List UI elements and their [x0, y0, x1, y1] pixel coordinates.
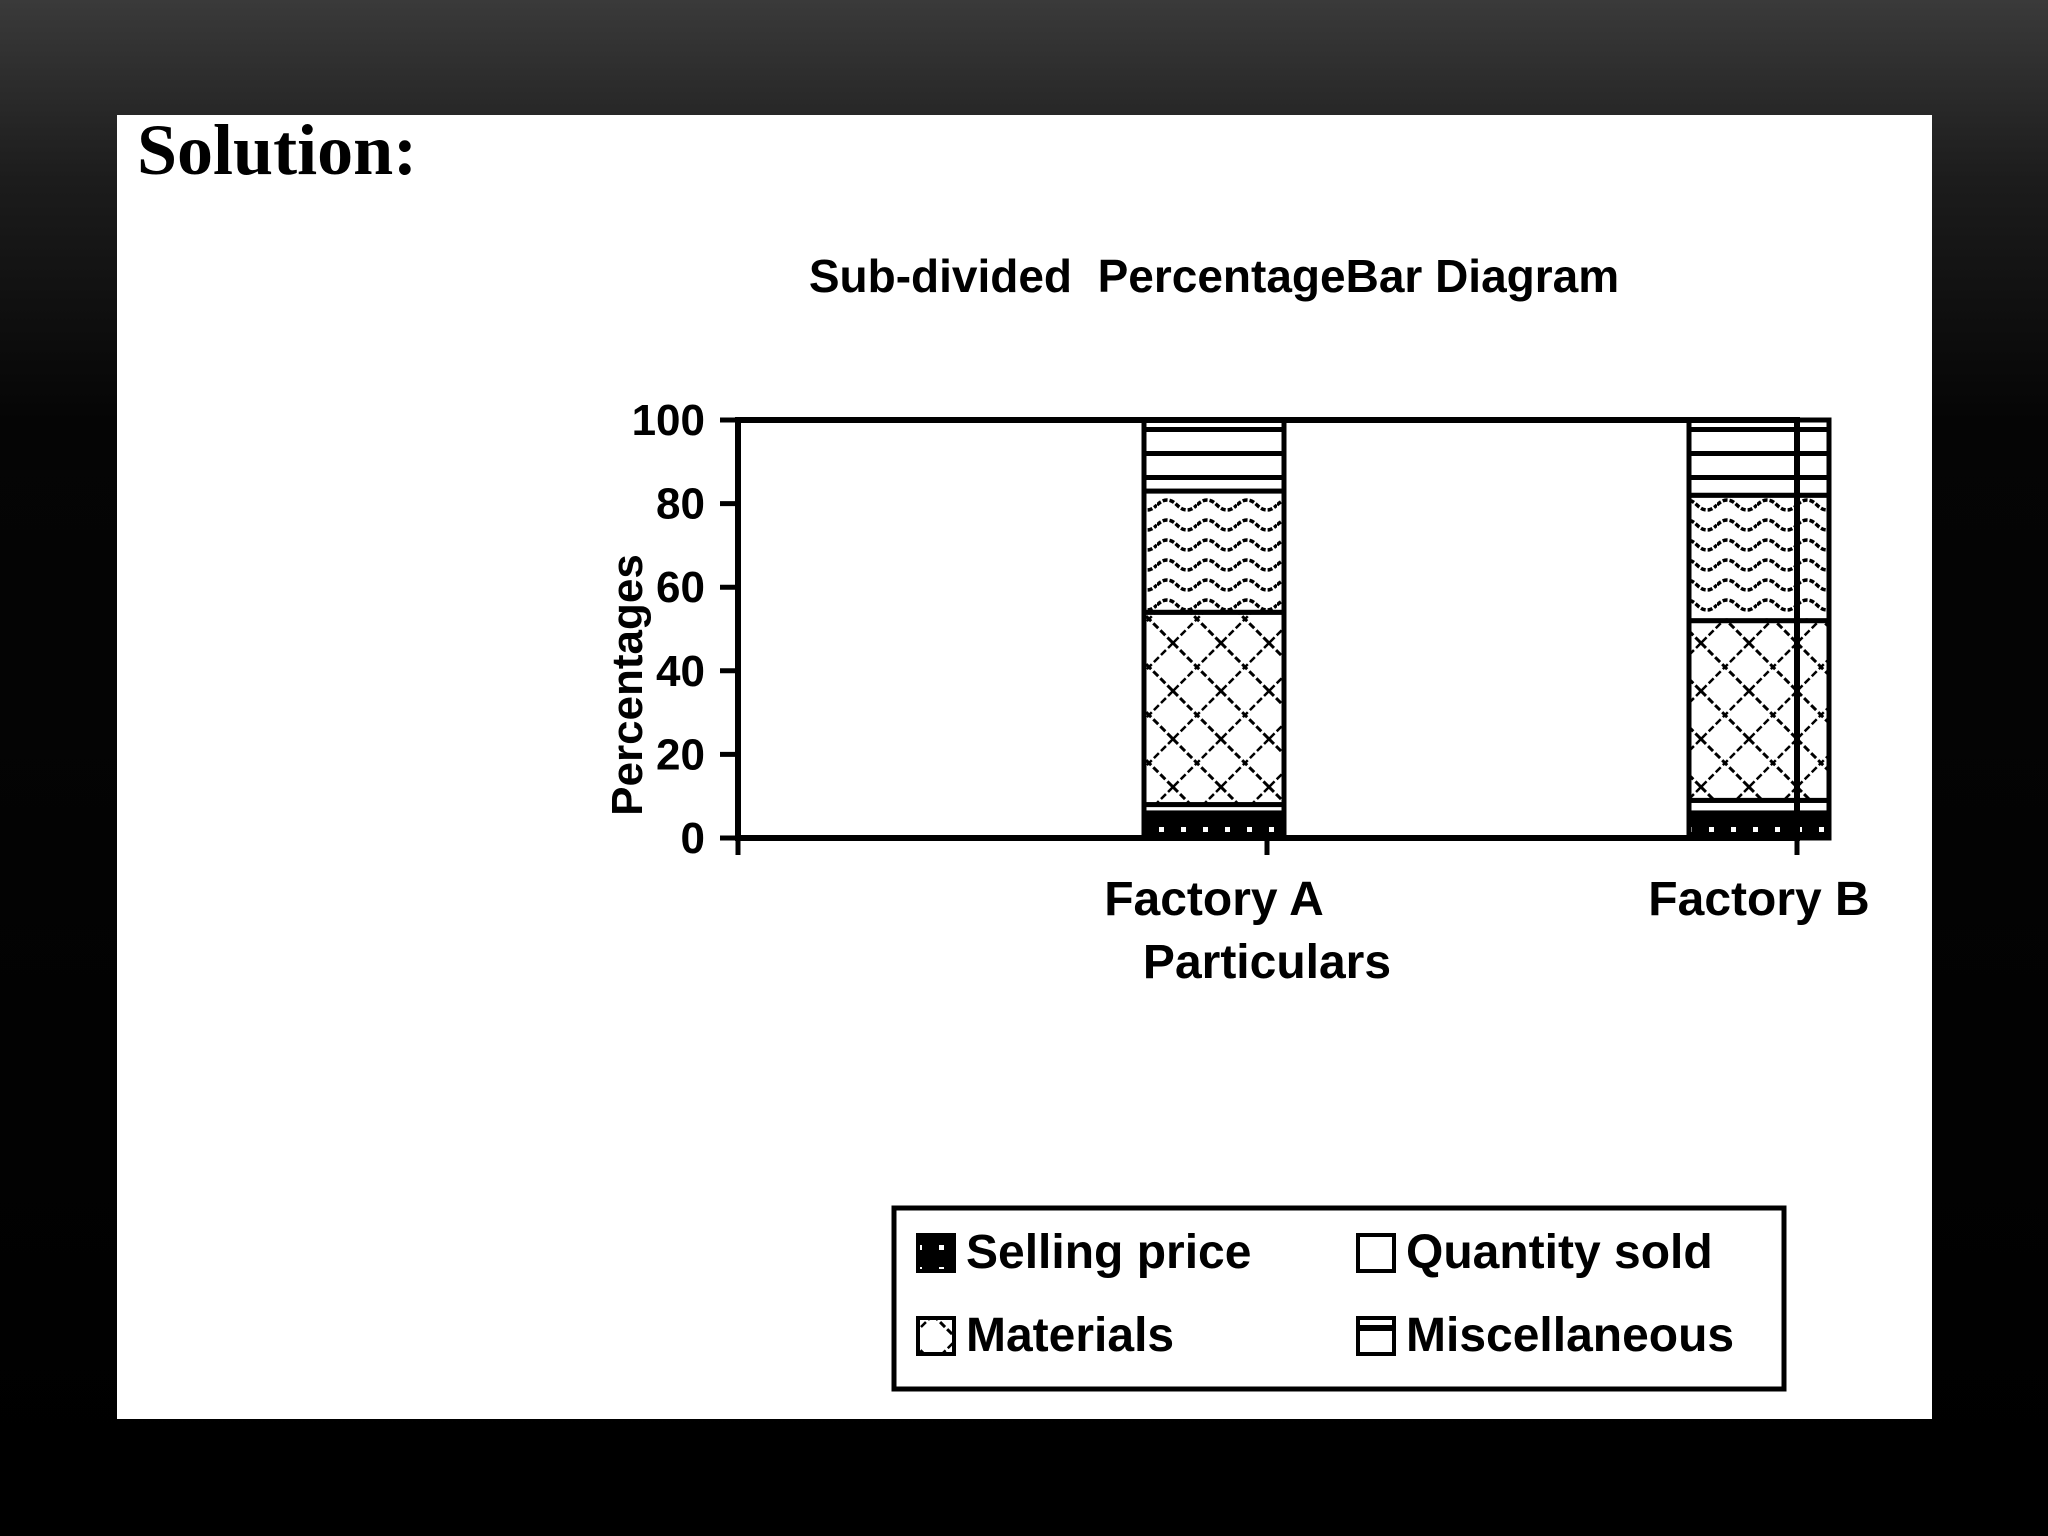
y-tick-label: 20 — [656, 730, 705, 779]
slide: Solution: Sub-divided PercentageBar Diag… — [117, 110, 1932, 1419]
y-tick-label: 80 — [656, 480, 705, 529]
legend-label-materials: Materials — [966, 1309, 1174, 1362]
legend-label-selling-price: Selling price — [966, 1226, 1251, 1279]
bar-segment-miscellaneous — [1686, 492, 1832, 624]
legend-swatch-selling-price — [916, 1233, 956, 1273]
legend-swatch-miscellaneous — [1356, 1316, 1396, 1356]
y-tick-label: 100 — [632, 396, 705, 445]
legend-swatch-miscellaneous-band — [1358, 1325, 1394, 1331]
chart-title: Sub-divided PercentageBar Diagram — [809, 250, 1619, 302]
legend-swatch-materials — [916, 1316, 956, 1356]
y-axis-label: Percentages — [603, 554, 652, 816]
bar-segment-selling-price — [1686, 810, 1832, 841]
legend-label-quantity-sold: Quantity sold — [1406, 1226, 1713, 1279]
y-tick-label: 0 — [681, 814, 705, 863]
y-tick-label: 60 — [656, 563, 705, 612]
x-tick-label: Factory B — [1648, 873, 1869, 926]
stacked-bar-chart: Sub-divided PercentageBar Diagram Percen… — [603, 250, 1870, 1392]
bar-segment-materials — [1686, 618, 1832, 803]
slide-heading: Solution: — [137, 110, 418, 190]
bar-segment-top-band — [1686, 417, 1832, 498]
bar-segment-selling-price — [1141, 810, 1287, 841]
legend: Selling price Quantity sold Materials Mi… — [891, 1205, 1787, 1392]
bar-segment-miscellaneous — [1141, 488, 1287, 615]
legend-label-miscellaneous: Miscellaneous — [1406, 1309, 1734, 1362]
legend-frame — [891, 1205, 1787, 1392]
bar-segment-materials — [1141, 609, 1287, 808]
x-axis-label: Particulars — [1143, 936, 1391, 989]
x-axis-tick-labels: Factory A Factory B — [1104, 873, 1870, 926]
y-tick-label: 40 — [656, 647, 705, 696]
bars — [1141, 417, 1832, 841]
y-axis-ticks: 0 20 40 60 80 100 — [632, 396, 738, 863]
legend-swatch-quantity-sold — [1356, 1233, 1396, 1273]
bar-segment-top-band — [1141, 417, 1287, 494]
x-tick-label: Factory A — [1104, 873, 1324, 926]
